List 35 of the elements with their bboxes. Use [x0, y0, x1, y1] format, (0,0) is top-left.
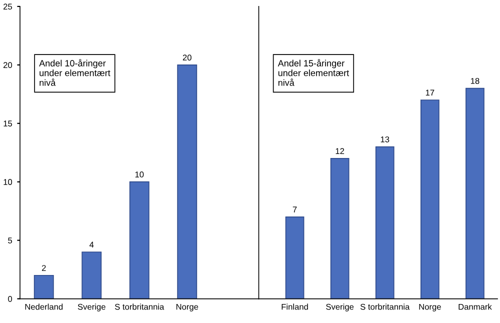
x-tick-label: S torbritannia — [114, 304, 164, 310]
data-label: 10 — [135, 172, 144, 178]
bar — [177, 64, 198, 299]
bar — [466, 88, 484, 299]
bar — [82, 252, 102, 299]
data-label: 12 — [336, 148, 344, 154]
y-tick-label: 10 — [4, 179, 12, 185]
data-label: 7 — [292, 206, 297, 212]
data-label: 13 — [380, 136, 390, 142]
data-label: 18 — [470, 78, 480, 84]
annotation: Andel 15-åringer under elementært nivå — [278, 59, 350, 86]
y-tick-label: 15 — [4, 120, 12, 126]
x-tick-label: Finland — [282, 304, 308, 310]
x-tick-label: Sverige — [326, 304, 354, 312]
y-tick-label: 0 — [8, 296, 12, 302]
bar — [285, 216, 304, 299]
annotation: Andel 10-åringer under elementært nivå — [39, 59, 110, 86]
x-tick-label: Danmark — [458, 304, 492, 310]
x-tick-label: Norge — [176, 304, 198, 312]
x-tick-label: Sverige — [78, 304, 106, 312]
x-tick-label: Nederland — [25, 304, 63, 310]
bar — [34, 274, 54, 299]
data-label: 20 — [182, 54, 192, 60]
x-tick-label: S torbritannia — [360, 304, 410, 310]
bar — [330, 158, 350, 299]
data-label: 17 — [426, 90, 434, 96]
bar — [375, 146, 394, 299]
bar — [420, 100, 440, 299]
data-label: 2 — [42, 265, 46, 271]
y-tick-label: 5 — [8, 238, 12, 244]
data-label: 4 — [90, 242, 94, 248]
y-tick-label: 20 — [4, 62, 12, 68]
bar — [129, 181, 150, 299]
x-tick-label: Norge — [419, 304, 441, 312]
y-tick-label: 25 — [4, 4, 12, 10]
